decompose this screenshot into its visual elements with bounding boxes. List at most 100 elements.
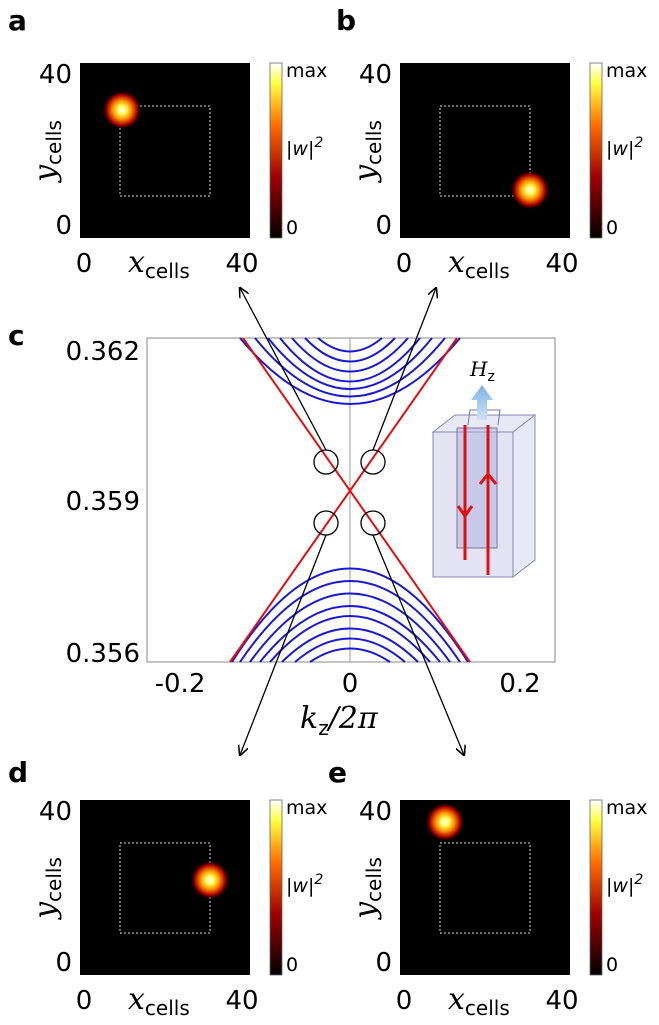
corner-state: [425, 802, 465, 842]
x-label-sub: cells: [465, 259, 510, 283]
inset-label: Hz: [469, 357, 495, 385]
x-axis-label: xcells: [448, 982, 510, 1020]
colorbar: [589, 62, 603, 239]
x-axis-label: xcells: [448, 245, 510, 283]
corner-state: [102, 90, 142, 130]
heatmap: [400, 63, 570, 238]
colorbar: [589, 799, 603, 976]
colorbar-label-main: |w|: [286, 138, 314, 160]
y-tick-label: 0.362: [66, 337, 140, 367]
x-label-main: k: [300, 701, 318, 736]
x-tick-label: -0.2: [155, 669, 206, 699]
colorbar-label: |w|2: [606, 872, 643, 897]
x-ticks: -0.2 0 0.2: [155, 669, 541, 699]
colorbar-max: max: [606, 797, 647, 819]
colorbar-max: max: [286, 797, 327, 819]
x-axis-label: kz/2π: [300, 701, 379, 740]
y-label-sub: cells: [362, 120, 386, 165]
corner-state: [510, 170, 550, 210]
y-label-sub: cells: [42, 857, 66, 902]
colorbar-label-sup: 2: [634, 872, 643, 888]
panel-letter: b: [336, 4, 356, 37]
colorbar-label-main: |w|: [606, 138, 634, 160]
heatmap: [80, 63, 250, 238]
x-tick-label: 0: [76, 986, 93, 1016]
x-label-main: x: [448, 245, 465, 280]
boundary-box: [439, 105, 531, 197]
y-tick-label: 40: [359, 797, 392, 827]
y-label-main: y: [28, 901, 63, 921]
y-ticks: 0.362 0.359 0.356: [66, 337, 140, 669]
y-tick-label: 0: [375, 948, 392, 978]
x-tick-label: 0: [396, 249, 413, 279]
colorbar-max: max: [286, 60, 327, 82]
boundary-box: [439, 842, 531, 934]
x-axis-label: xcells: [128, 245, 190, 283]
x-label-sub: cells: [145, 996, 190, 1020]
x-tick-label: 0: [396, 986, 413, 1016]
boundary-box: [119, 105, 211, 197]
panel-letter: d: [8, 756, 28, 789]
colorbar-label: |w|2: [286, 872, 323, 897]
y-label-main: y: [28, 164, 63, 184]
y-label-sub: cells: [42, 120, 66, 165]
colorbar-min: 0: [286, 217, 298, 239]
colorbar-label-sup: 2: [314, 135, 323, 151]
inset: Hz: [431, 357, 537, 579]
x-tick-label: 0.2: [499, 669, 540, 699]
x-axis-label: xcells: [128, 982, 190, 1020]
y-tick-label: 0: [55, 948, 72, 978]
y-axis-label: ycells: [348, 120, 386, 184]
x-tick-label: 40: [225, 249, 258, 279]
x-label-sub: cells: [145, 259, 190, 283]
y-axis-label: ycells: [348, 857, 386, 921]
y-tick-label: 0.356: [66, 639, 140, 669]
inset-label-sub: z: [487, 369, 494, 385]
colorbar: [269, 62, 283, 239]
arrows: [240, 288, 464, 755]
x-tick-label: 0: [342, 669, 359, 699]
x-label-main: x: [128, 982, 145, 1017]
y-tick-label: 0: [55, 211, 72, 241]
x-tick-label: 40: [225, 986, 258, 1016]
y-label-sub: cells: [362, 857, 386, 902]
panel-letter: e: [328, 756, 347, 789]
x-label-rest: /2π: [326, 701, 379, 736]
colorbar-min: 0: [606, 954, 618, 976]
y-tick-label: 0: [375, 211, 392, 241]
surface-bands: [229, 337, 471, 663]
y-label-main: y: [348, 901, 383, 921]
y-axis-label: ycells: [28, 120, 66, 184]
y-axis-label: ycells: [28, 857, 66, 921]
panel-letter: a: [8, 4, 27, 37]
band-plot: c: [8, 288, 556, 755]
y-tick-label: 40: [39, 797, 72, 827]
inset-label-main: H: [469, 357, 488, 381]
x-label-sub: cells: [465, 996, 510, 1020]
colorbar-label-main: |w|: [606, 875, 634, 897]
colorbar-min: 0: [606, 217, 618, 239]
x-tick-label: 40: [545, 986, 578, 1016]
x-label-sub: z: [318, 716, 329, 740]
x-label-main: x: [448, 982, 465, 1017]
x-tick-label: 40: [545, 249, 578, 279]
panel-letter: c: [8, 319, 25, 352]
colorbar-label-main: |w|: [286, 875, 314, 897]
colorbar-min: 0: [286, 954, 298, 976]
y-label-main: y: [348, 164, 383, 184]
y-tick-label: 40: [39, 60, 72, 90]
colorbar-label-sup: 2: [634, 135, 643, 151]
bulk-bands: [231, 337, 469, 663]
colorbar-label: |w|2: [286, 135, 323, 160]
colorbar-label: |w|2: [606, 135, 643, 160]
colorbar-label-sup: 2: [314, 872, 323, 888]
colorbar: [269, 799, 283, 976]
x-label-main: x: [128, 245, 145, 280]
y-tick-label: 0.359: [66, 487, 140, 517]
